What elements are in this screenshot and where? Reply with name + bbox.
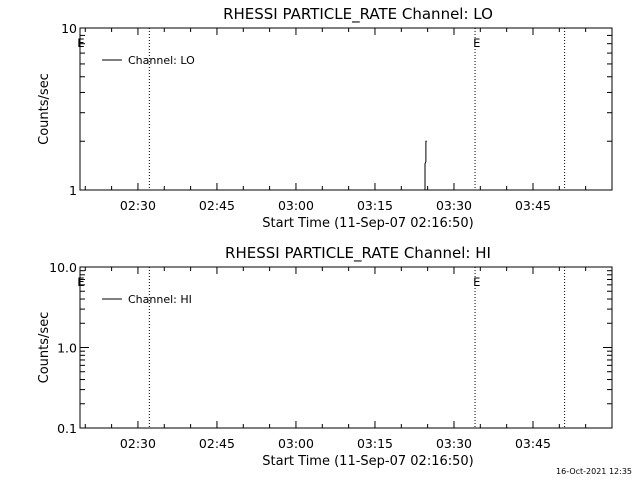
y-tick-label: 10 — [61, 21, 77, 36]
event-marker-label: E — [473, 36, 480, 50]
x-tick-label: 03:45 — [515, 198, 551, 213]
chart-title: RHESSI PARTICLE_RATE Channel: LO — [223, 5, 493, 24]
x-axis-label: Start Time (11-Sep-07 02:16:50) — [262, 216, 473, 231]
x-tick-label: 03:30 — [436, 198, 472, 213]
y-tick-label: 1.0 — [57, 341, 77, 356]
y-tick-label: 1 — [69, 183, 77, 198]
x-tick-label: 03:15 — [357, 436, 393, 451]
x-axis-label: Start Time (11-Sep-07 02:16:50) — [262, 454, 473, 469]
legend-label: Channel: HI — [128, 293, 192, 306]
legend-label: Channel: LO — [128, 54, 195, 67]
y-axis-label: Counts/sec — [37, 312, 52, 384]
series-line — [424, 140, 427, 190]
chart-panel-1: RHESSI PARTICLE_RATE Channel: LO 02:30 02:… — [37, 5, 613, 231]
x-tick-label: 03:00 — [278, 436, 314, 451]
x-tick-label: 03:45 — [515, 436, 551, 451]
x-tick-label: 03:15 — [357, 198, 393, 213]
y-tick-label: 0.1 — [57, 421, 77, 436]
plot-frame — [79, 266, 613, 429]
x-tick-label: 02:30 — [120, 436, 156, 451]
y-tick-label: 10.0 — [49, 260, 77, 275]
y-axis-label: Counts/sec — [37, 73, 52, 145]
x-tick-label: 02:30 — [120, 198, 156, 213]
chart-panel-2: RHESSI PARTICLE_RATE Channel: HI 02:30 02:… — [37, 244, 613, 469]
x-tick-label: 02:45 — [199, 436, 235, 451]
x-tick-label: 03:30 — [436, 436, 472, 451]
event-marker-label: E — [77, 275, 84, 289]
x-tick-label: 02:45 — [199, 198, 235, 213]
event-marker-label: E — [473, 275, 480, 289]
event-marker-label: E — [77, 36, 84, 50]
plot-frame — [79, 27, 613, 191]
chart-title: RHESSI PARTICLE_RATE Channel: HI — [225, 244, 491, 263]
timestamp: 16-Oct-2021 12:35 — [556, 467, 632, 476]
x-tick-label: 03:00 — [278, 198, 314, 213]
